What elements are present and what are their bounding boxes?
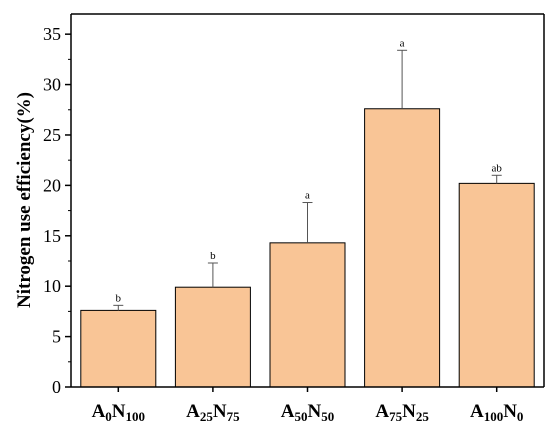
bars-group [80, 108, 535, 388]
y-tick-label: 30 [43, 75, 61, 95]
x-tick-label: A75N25 [375, 401, 429, 424]
bar [80, 309, 157, 388]
bar [269, 242, 346, 388]
y-axis-title: Nitrogen use efficiency(%) [14, 92, 35, 308]
y-tick-label: 25 [43, 125, 61, 145]
significance-label: b [210, 250, 216, 262]
y-tick-label: 10 [43, 276, 61, 296]
significance-label: b [116, 292, 122, 304]
x-tick-label: A100N0 [470, 401, 523, 424]
bar [174, 286, 251, 388]
y-axis: 0 5 10 15 20 25 30 35 [43, 13, 545, 397]
y-tick-label: 35 [43, 24, 61, 44]
bar [458, 182, 535, 388]
bar [364, 108, 441, 388]
error-bars-group [113, 49, 502, 311]
significance-label: a [305, 190, 310, 202]
significance-label: a [400, 37, 405, 49]
x-tick-label: A0N100 [92, 401, 145, 424]
y-axis-label: Nitrogen use efficiency(%) [14, 92, 35, 308]
x-tick-label: A25N75 [186, 401, 240, 424]
y-tick-label: 5 [52, 327, 61, 347]
x-axis: A0N100 A25N75 A50N50 A75N25 A100N0 [71, 386, 544, 424]
y-tick-label: 0 [52, 377, 61, 397]
y-tick-label: 20 [43, 175, 61, 195]
significance-label: ab [492, 162, 503, 174]
y-tick-label: 15 [43, 226, 61, 246]
x-tick-label: A50N50 [281, 401, 334, 424]
significance-labels-group: b b a a ab [116, 37, 503, 304]
